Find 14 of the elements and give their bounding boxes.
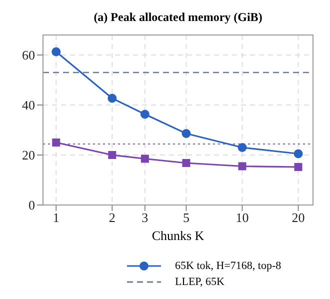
y-tick-label: 20 <box>22 148 35 163</box>
x-tick-label: 5 <box>182 210 190 226</box>
x-tick-label: 2 <box>108 210 116 226</box>
x-tick-label: 20 <box>292 210 305 226</box>
legend-label: LLEP, 65K <box>175 276 224 288</box>
x-axis-title: Chunks K <box>152 228 204 243</box>
x-tick-label: 3 <box>142 210 148 226</box>
x-tick-label: 10 <box>236 210 249 226</box>
y-tick-label: 60 <box>22 48 35 63</box>
y-tick-label: 0 <box>28 198 35 213</box>
x-tick-label: 1 <box>52 210 60 226</box>
legend-label: 65K tok, H=7168, top-8 <box>175 260 282 272</box>
y-tick-label: 40 <box>22 98 35 113</box>
chart-title: (a) Peak allocated memory (GiB) <box>92 10 264 25</box>
